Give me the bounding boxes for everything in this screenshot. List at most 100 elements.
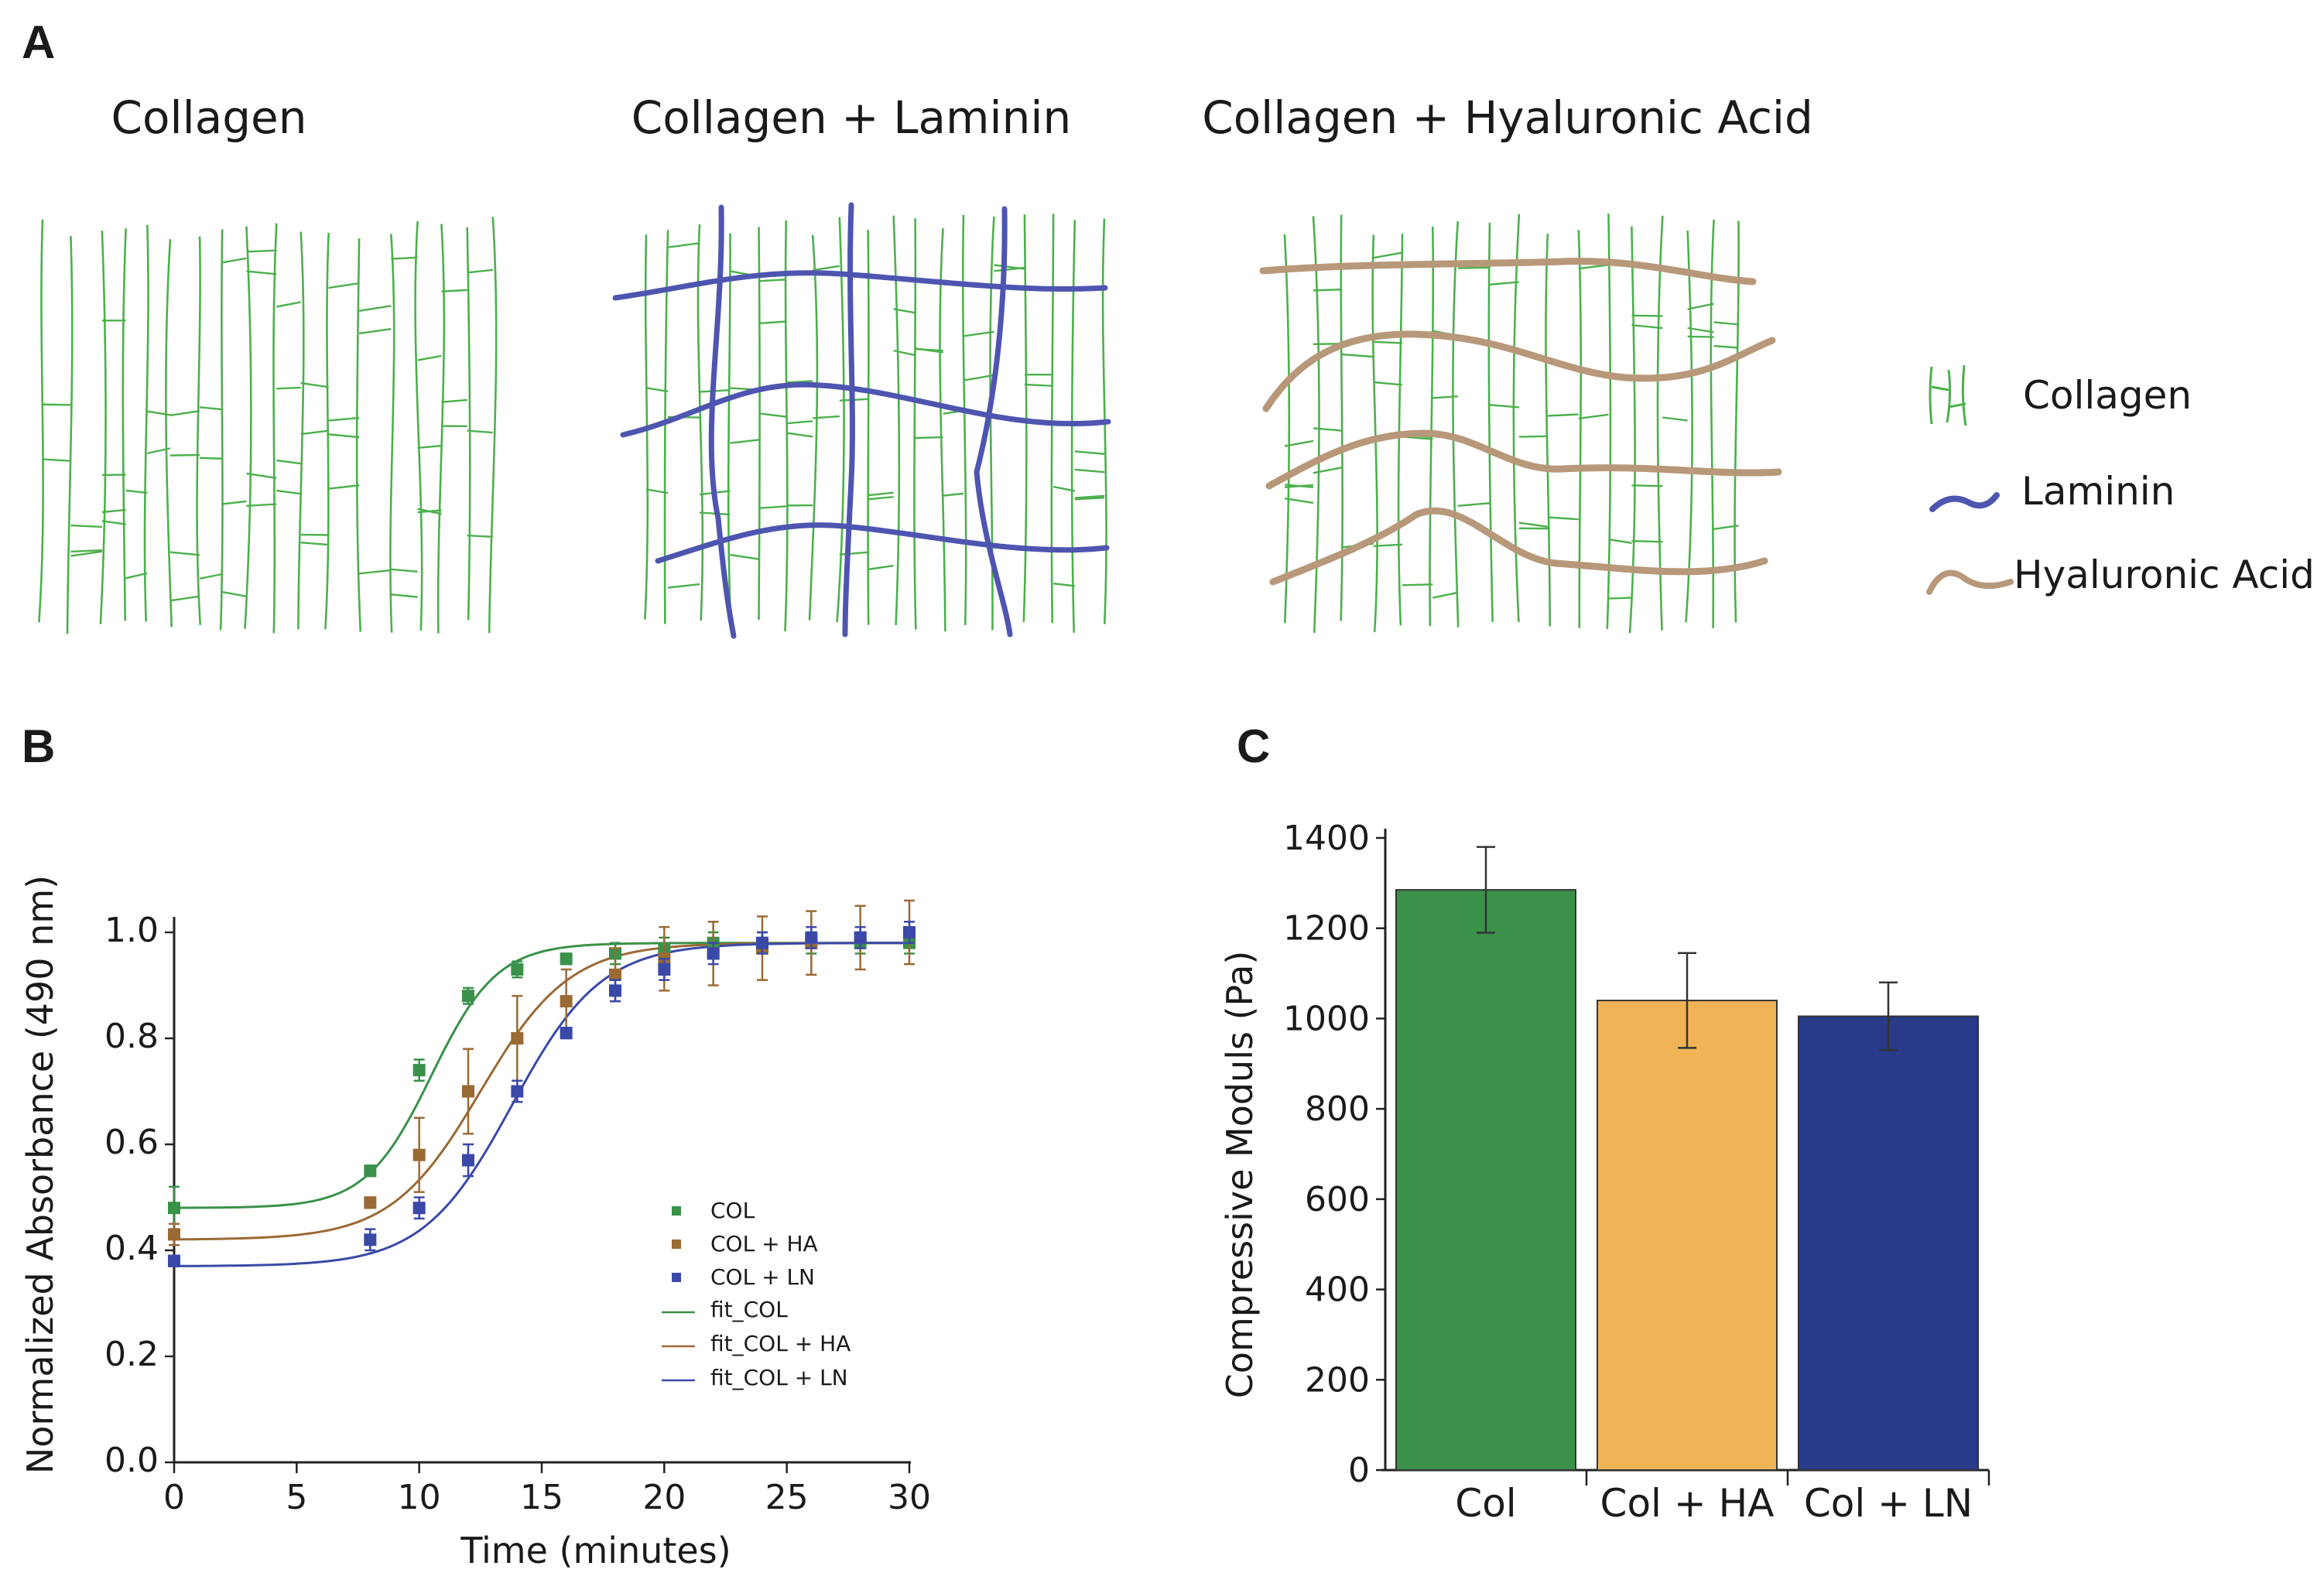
collagen-crosslink <box>276 489 301 495</box>
legend-marker-col <box>672 1206 681 1216</box>
y-axis-title-c: Compressive Moduls (Pa) <box>1219 951 1261 1399</box>
collagen-crosslink <box>786 432 813 438</box>
legend-laminin-label: Laminin <box>2021 469 2175 514</box>
collagen-fiber <box>165 239 173 627</box>
collagen-fiber <box>697 224 704 621</box>
data-point <box>168 1228 180 1241</box>
data-point <box>511 1085 524 1098</box>
collagen-crosslink <box>1373 543 1403 548</box>
collagen-crosslink <box>441 398 467 403</box>
collagen-crosslink <box>1687 327 1714 333</box>
data-point <box>609 984 621 997</box>
collagen-crosslink <box>328 484 360 490</box>
collagen-crosslink <box>893 349 916 357</box>
collagen-fiber <box>1545 233 1551 627</box>
y-tick-label: 0.6 <box>104 1123 159 1162</box>
collagen-fiber <box>1312 216 1320 634</box>
legend-collagen-label: Collagen <box>2023 373 2192 418</box>
collagen-fiber <box>1487 222 1494 622</box>
collagen-fiber <box>244 226 252 629</box>
collagen-crosslink <box>169 595 200 602</box>
y-tick-label: 0.8 <box>104 1017 159 1056</box>
collagen-fiber <box>297 231 305 630</box>
collagen-crosslink <box>169 551 200 556</box>
data-point <box>805 931 818 944</box>
collagen-crosslink <box>1373 340 1403 344</box>
collagen-crosslink <box>667 583 700 589</box>
collagen-fiber <box>219 229 224 631</box>
collagen-fiber <box>939 227 946 631</box>
x-axis-title: Time (minutes) <box>460 1530 731 1571</box>
collagen-crosslink <box>786 380 813 384</box>
collagen-fiber <box>324 232 330 630</box>
collagen-crosslink <box>246 503 277 507</box>
collagen-fiber <box>38 219 44 623</box>
laminin-legend-icon <box>1929 492 2000 512</box>
legend-marker-colha <box>672 1240 681 1249</box>
collagen-crosslink <box>328 282 360 289</box>
collagen-crosslink <box>1518 435 1548 438</box>
collagen-crosslink <box>1578 264 1609 270</box>
collagen-fiber <box>466 227 471 621</box>
schematic-title-hyaluronic: Collagen + Hyaluronic Acid <box>1202 91 1813 144</box>
collagen-crosslink <box>70 524 102 528</box>
fit-curve-1 <box>173 942 909 1241</box>
collagen-fiber <box>913 218 917 630</box>
collagen-fiber <box>1685 230 1693 623</box>
y-tick-label: 400 <box>1305 1270 1370 1310</box>
collagen-crosslink <box>169 453 200 456</box>
legend-col: COL <box>710 1198 755 1223</box>
collagen-crosslink <box>868 496 894 501</box>
collagen-crosslink <box>1547 516 1579 521</box>
collagen-crosslink <box>246 472 277 480</box>
legend-hyaluronic-label: Hyaluronic Acid <box>2014 552 2315 597</box>
collagen-crosslink <box>963 330 994 337</box>
data-point <box>412 1064 426 1077</box>
collagen-crosslink <box>758 412 786 418</box>
data-point <box>364 1196 377 1209</box>
collagen-crosslink <box>328 433 360 439</box>
collagen-crosslink <box>417 444 442 450</box>
collagen-fiber <box>1371 234 1378 633</box>
hyaluronic-legend-icon <box>1926 569 2014 595</box>
collagen-crosslink <box>1284 497 1314 504</box>
data-point <box>707 947 720 960</box>
data-point <box>168 1202 180 1215</box>
laminin-fiber <box>842 202 855 638</box>
x-tick-label: 5 <box>286 1478 307 1517</box>
collagen-fiber <box>99 231 107 624</box>
data-point <box>560 995 573 1008</box>
collagen-fiber <box>836 217 845 623</box>
collagen-fiber <box>867 230 870 625</box>
collagen-crosslink <box>758 320 786 325</box>
collagen-fiber <box>1050 214 1055 624</box>
collagen-fiber <box>758 227 761 621</box>
collagen-crosslink <box>391 568 418 573</box>
collagen-crosslink <box>915 436 943 439</box>
x-tick-label: 25 <box>765 1478 809 1517</box>
collagen-crosslink <box>1687 303 1714 310</box>
legend-colln: COL + LN <box>710 1264 815 1290</box>
data-point <box>462 1085 474 1098</box>
y-tick-label: 0.0 <box>104 1441 159 1480</box>
collagen-crosslink <box>1631 539 1663 543</box>
fit-curve-0 <box>173 942 909 1209</box>
data-point <box>462 1154 474 1167</box>
y-tick-label: 1000 <box>1283 999 1370 1038</box>
data-point <box>903 926 916 939</box>
collagen-crosslink <box>786 420 813 425</box>
hyaluronic-strand <box>1259 258 1757 286</box>
y-tick-label: 600 <box>1305 1180 1370 1219</box>
collagen-crosslink <box>839 551 868 556</box>
collagen-crosslink <box>358 569 392 575</box>
collagen-fiber <box>1283 234 1291 624</box>
collagen-crosslink <box>125 572 148 580</box>
data-point <box>854 931 867 944</box>
category-label: Col <box>1455 1481 1516 1526</box>
collagen-crosslink <box>1373 251 1403 259</box>
collagen-crosslink <box>1313 467 1342 474</box>
collagen-fiber <box>272 223 278 634</box>
collagen-crosslink <box>1489 281 1519 286</box>
data-point <box>560 1027 573 1040</box>
y-axis-title: Normalized Absorbance (490 nm) <box>19 875 61 1474</box>
